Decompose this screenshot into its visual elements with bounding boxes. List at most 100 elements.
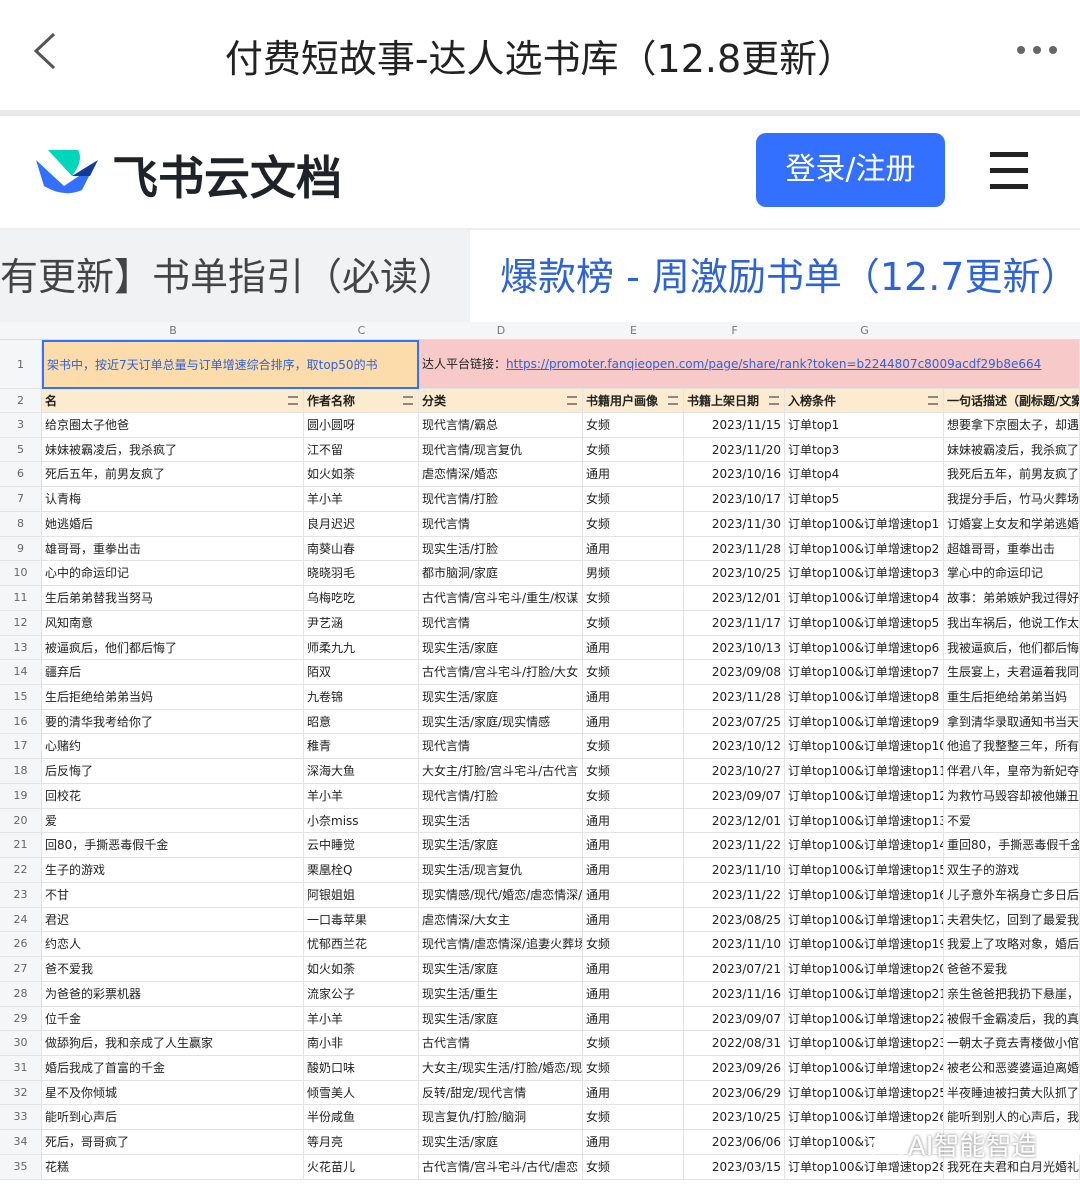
cell: 2023/03/15 [684, 1154, 785, 1180]
cell: 2023/08/25 [684, 907, 785, 933]
cell: 现实生活/家庭 [419, 1130, 583, 1155]
cell: 订单top5 [785, 487, 944, 512]
brand-bar: 飞书云文档 登录/注册 [0, 116, 1080, 228]
cell: 女频 [583, 759, 684, 784]
cell: 被老公和恶婆婆逼迫离婚 [944, 1055, 1080, 1081]
row-number: 14 [0, 660, 42, 686]
more-button[interactable] [1015, 40, 1059, 60]
cell: 2023/11/28 [684, 685, 785, 710]
cell: 想要拿下京圈太子，却遇 [944, 413, 1080, 438]
cell: 九卷锦 [304, 685, 419, 710]
row-number: 33 [0, 1105, 42, 1131]
cell: 雄哥哥，重拳出击 [42, 536, 304, 562]
cell: 做舔狗后，我和亲成了人生赢家 [42, 1031, 304, 1056]
cell: 不甘 [42, 882, 304, 908]
row-number: 6 [0, 462, 42, 488]
cell: 订单top100&订单增速top23 [785, 1031, 944, 1056]
cell: 羊小羊 [304, 487, 419, 512]
cell: 阿银姐姐 [304, 882, 419, 908]
cell: 通用 [583, 1130, 684, 1155]
cell: 现实生活/现言复仇 [419, 858, 583, 883]
cell: 通用 [583, 981, 684, 1007]
cell: 2023/09/08 [684, 660, 785, 686]
cell: 现代言情/打脸 [419, 783, 583, 809]
cell: 晓晓羽毛 [304, 561, 419, 587]
login-button[interactable]: 登录/注册 [756, 133, 945, 207]
cell: 2023/11/22 [684, 833, 785, 859]
cell: 良月迟迟 [304, 511, 419, 537]
cell: 2023/12/01 [684, 586, 785, 611]
header-cell: 书籍上架日期 [684, 389, 785, 413]
cell: 女频 [583, 413, 684, 438]
cell: 我死后五年，前男友疯了 [944, 462, 1080, 488]
cell: 尹艺涵 [304, 610, 419, 636]
cell: 订单top3 [785, 437, 944, 463]
column-letter: B [169, 324, 177, 337]
menu-button[interactable] [988, 150, 1030, 192]
cell: 故事：弟弟嫉妒我过得好 [944, 586, 1080, 611]
cell: 订单top100&订单增速top25 [785, 1080, 944, 1106]
cell: 星不及你倾城 [42, 1080, 304, 1106]
row-number: 5 [0, 437, 42, 463]
column-letter: C [357, 324, 366, 337]
cell: 现实生活/重生 [419, 981, 583, 1007]
cell: 超雄哥哥，重拳出击 [944, 536, 1080, 562]
cell: 通用 [583, 957, 684, 982]
logo [36, 150, 98, 194]
cell: 等月亮 [304, 1130, 419, 1155]
cell: 通用 [583, 536, 684, 562]
cell: 给京圈太子他爸 [42, 413, 304, 438]
back-button[interactable] [28, 30, 62, 72]
row-number: 20 [0, 808, 42, 834]
row-number: 32 [0, 1080, 42, 1106]
row-number: 1 [0, 340, 42, 389]
row-number: 12 [0, 610, 42, 636]
cell: 栗凰栓Q [304, 858, 419, 883]
top-bar: 付费短故事-达人选书库（12.8更新） [0, 0, 1080, 110]
cell: 深海大鱼 [304, 759, 419, 784]
cell: 为爸爸的彩票机器 [42, 981, 304, 1007]
cell: 爸爸不爱我 [944, 957, 1080, 982]
cell: 流家公子 [304, 981, 419, 1007]
cell: 妹妹被霸凌后，我杀疯了 [944, 437, 1080, 463]
cell: 现实生活/打脸 [419, 536, 583, 562]
cell: 认青梅 [42, 487, 304, 512]
cell: 爸不爱我 [42, 957, 304, 982]
cell: 死后，哥哥疯了 [42, 1130, 304, 1155]
cell: 2023/11/10 [684, 932, 785, 958]
filter-icon [403, 396, 413, 405]
cell: 2023/11/20 [684, 437, 785, 463]
cell: 2023/10/13 [684, 635, 785, 661]
column-letter: F [731, 324, 738, 337]
cell: 都市脑洞/家庭 [419, 561, 583, 587]
column-letter: G [860, 324, 869, 337]
row-number: 8 [0, 511, 42, 537]
cell: 订单top100&订单增速top3 [785, 561, 944, 587]
cell: 女频 [583, 487, 684, 512]
row-number: 18 [0, 759, 42, 784]
cell: 被假千金霸凌后，我的真 [944, 1006, 1080, 1032]
cell: 订单top100&订单增速top26 [785, 1105, 944, 1131]
cell: 花糕 [42, 1154, 304, 1180]
cell: 订单top100&订单增速top2 [785, 536, 944, 562]
cell: 2023/11/17 [684, 610, 785, 636]
cell: 心中的命运印记 [42, 561, 304, 587]
cell: 生后弟弟替我当努马 [42, 586, 304, 611]
cell: 现实生活/家庭/现实情感 [419, 709, 583, 735]
row-number: 35 [0, 1154, 42, 1180]
cell: 位千金 [42, 1006, 304, 1032]
link[interactable]: https://promoter.fanqieopen.com/page/sha… [506, 357, 1042, 371]
cell: 2023/07/25 [684, 709, 785, 735]
cell: 2022/08/31 [684, 1031, 785, 1056]
cell: 女频 [583, 437, 684, 463]
cell: 订单top100&订 [785, 1130, 944, 1155]
cell: 订单top100&订单增速top17 [785, 907, 944, 933]
row-number: 22 [0, 858, 42, 883]
header-cell: 书籍用户画像 [583, 389, 684, 413]
cell: 半夜睡迪被扫黄大队抓了 [944, 1080, 1080, 1106]
tab-active[interactable]: 爆款榜 - 周激励书单（12.7更新） [500, 255, 1079, 299]
cell: 订单top100&订单增速top13 [785, 808, 944, 834]
cell: 回校花 [42, 783, 304, 809]
tab[interactable]: 有更新】书单指引（必读） [0, 230, 470, 322]
cell: 现实生活 [419, 808, 583, 834]
